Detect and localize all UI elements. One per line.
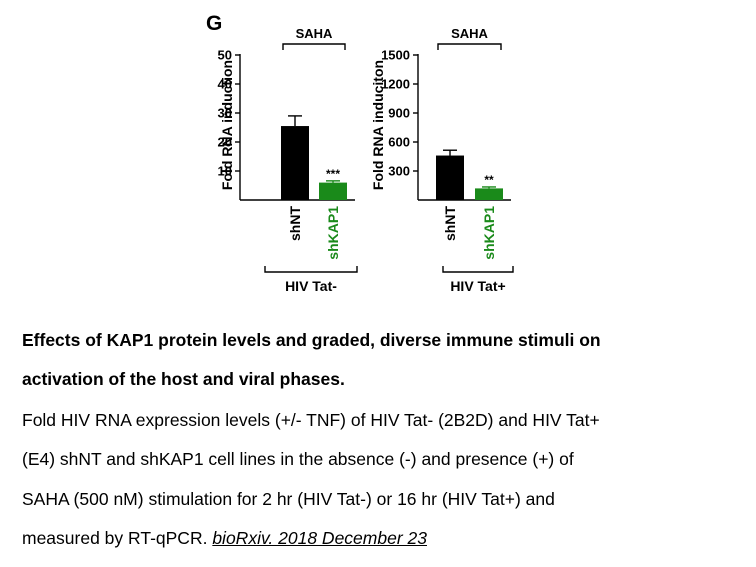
- caption-body-line-3: SAHA (500 nM) stimulation for 2 hr (HIV …: [22, 489, 555, 509]
- y-tick-label: 10: [218, 164, 232, 179]
- bar-shKAP1: [319, 182, 347, 200]
- category-label-shNT: shNT: [442, 206, 458, 241]
- caption-body-line-2: (E4) shNT and shKAP1 cell lines in the a…: [22, 449, 574, 469]
- y-tick-label: 1500: [381, 48, 410, 63]
- y-axis-label: Fold RNA induction: [219, 60, 235, 190]
- y-tick-label: 300: [388, 164, 410, 179]
- caption-title-line-2: activation of the host and viral phases.: [22, 369, 345, 389]
- significance-marker: **: [484, 173, 494, 187]
- group-bracket: [442, 266, 514, 273]
- y-tick-label: 30: [218, 106, 232, 121]
- citation-link[interactable]: bioRxiv. 2018 December 23: [212, 528, 427, 548]
- panel-label: G: [206, 12, 222, 35]
- y-tick-label: 900: [388, 106, 410, 121]
- group-bracket: [264, 266, 358, 273]
- treatment-bracket: [437, 43, 502, 50]
- treatment-bracket: [282, 43, 346, 50]
- bar-shNT: [436, 155, 464, 200]
- y-axis-label: Fold RNA induciton: [370, 60, 386, 190]
- treatment-label: SAHA: [451, 26, 488, 41]
- significance-marker: ***: [326, 167, 340, 181]
- caption-title-line-1: Effects of KAP1 protein levels and grade…: [22, 330, 601, 350]
- bar-shNT: [281, 126, 309, 200]
- group-label: HIV Tat-: [285, 278, 337, 294]
- y-tick-label: 40: [218, 77, 232, 92]
- treatment-label: SAHA: [296, 26, 333, 41]
- y-tick-label: 50: [218, 48, 232, 63]
- y-tick-label: 1200: [381, 77, 410, 92]
- caption-body-line-4: measured by RT-qPCR. bioRxiv. 2018 Decem…: [22, 528, 427, 548]
- category-label-shKAP1: shKAP1: [325, 206, 341, 260]
- y-tick-label: 20: [218, 135, 232, 150]
- caption-body-line-4-text: measured by RT-qPCR.: [22, 528, 208, 548]
- bar-shKAP1: [475, 188, 503, 200]
- category-label-shNT: shNT: [287, 206, 303, 241]
- y-tick-label: 600: [388, 135, 410, 150]
- caption-body-line-1: Fold HIV RNA expression levels (+/- TNF)…: [22, 410, 600, 430]
- category-label-shKAP1: shKAP1: [481, 206, 497, 260]
- group-label: HIV Tat+: [450, 278, 505, 294]
